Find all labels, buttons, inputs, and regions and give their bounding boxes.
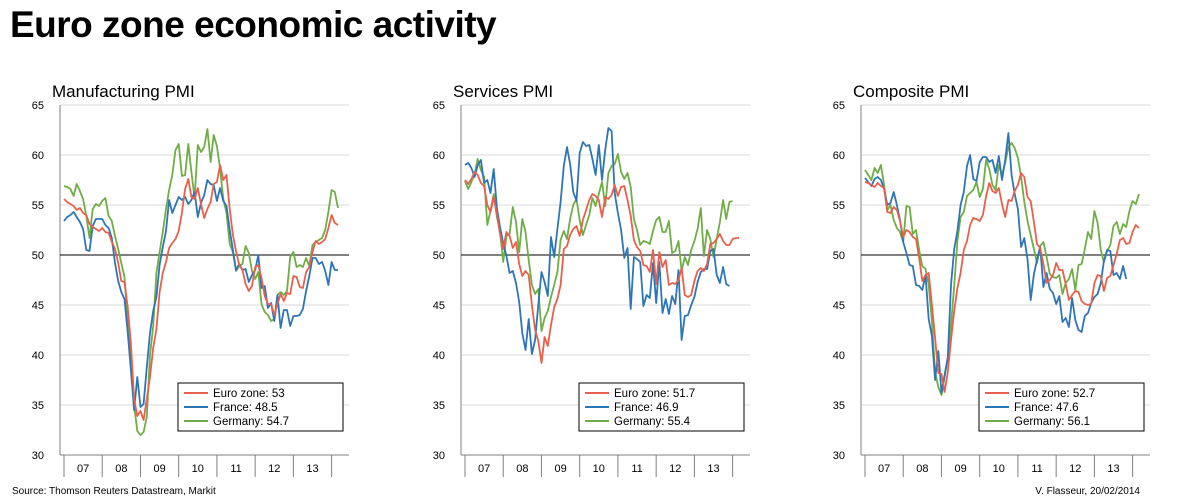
y-tick-label: 50: [32, 250, 44, 262]
page-title: Euro zone economic activity: [10, 4, 497, 45]
series-line-germany: [464, 153, 733, 332]
series-line-euro-zone: [464, 171, 739, 364]
x-tick-label: 13: [707, 463, 719, 475]
y-tick-label: 65: [833, 100, 845, 112]
y-tick-label: 65: [32, 100, 44, 112]
chart-panel-1: Manufacturing PMI 30 35 40 45 50 55 60 65 07 08 09 1…: [32, 82, 349, 477]
y-tick-label: 35: [433, 400, 445, 412]
source-note: Source: Thomson Reuters Datastream, Mark…: [12, 486, 216, 497]
x-tick-label: 10: [593, 463, 605, 475]
x-tick-label: 13: [306, 463, 318, 475]
series-line-euro-zone: [864, 172, 1140, 393]
y-tick-label: 55: [433, 200, 445, 212]
series-line-euro-zone: [63, 164, 339, 421]
y-tick-label: 40: [833, 350, 845, 362]
legend-label: Euro zone: 52.7: [1014, 388, 1095, 400]
x-tick-label: 09: [954, 463, 966, 475]
y-tick-label: 30: [433, 450, 445, 462]
chart-title: Services PMI: [453, 82, 553, 101]
x-tick-label: 07: [878, 463, 890, 475]
y-tick-label: 50: [833, 250, 845, 262]
y-tick-label: 50: [433, 250, 445, 262]
x-tick-label: 07: [478, 463, 490, 475]
series-line-france: [63, 179, 338, 411]
chart-title: Manufacturing PMI: [52, 82, 195, 101]
x-tick-label: 11: [230, 463, 241, 475]
y-tick-label: 60: [833, 150, 845, 162]
y-tick-label: 45: [433, 300, 445, 312]
y-tick-label: 55: [32, 200, 44, 212]
x-tick-label: 10: [192, 463, 204, 475]
legend-label: Germany: 55.4: [614, 416, 691, 428]
y-tick-label: 40: [32, 350, 44, 362]
chart-title: Composite PMI: [853, 82, 969, 101]
legend-label: Germany: 56.1: [1014, 416, 1090, 428]
x-tick-label: 11: [631, 463, 642, 475]
y-tick-label: 55: [833, 200, 845, 212]
x-tick-label: 12: [268, 463, 280, 475]
y-tick-label: 45: [833, 300, 845, 312]
y-tick-label: 45: [32, 300, 44, 312]
x-tick-label: 12: [669, 463, 681, 475]
legend-label: Germany: 54.7: [213, 416, 289, 428]
series-line-germany: [63, 128, 339, 436]
y-tick-label: 60: [433, 150, 445, 162]
series-line-france: [464, 127, 730, 355]
x-tick-label: 07: [77, 463, 89, 475]
legend-label: Euro zone: 51.7: [614, 388, 695, 400]
x-tick-label: 08: [516, 463, 528, 475]
series-line-france: [864, 132, 1128, 394]
x-tick-label: 10: [993, 463, 1005, 475]
y-tick-label: 65: [433, 100, 445, 112]
y-tick-label: 40: [433, 350, 445, 362]
chart-panel-3: Composite PMI 30 35 40 45 50 55 60 65 07 08 09 10 11 1…: [833, 82, 1150, 477]
legend-label: France: 46.9: [614, 402, 679, 414]
y-tick-label: 30: [833, 450, 845, 462]
author-note: V. Flasseur, 20/02/2014: [1035, 486, 1140, 497]
chart-panel-2: Services PMI 30 35 40 45 50 55 60 65 07 08 09 10 11 12…: [433, 82, 750, 477]
y-tick-label: 30: [32, 450, 44, 462]
x-tick-label: 11: [1031, 463, 1042, 475]
x-tick-label: 12: [1069, 463, 1081, 475]
x-tick-label: 09: [554, 463, 566, 475]
y-tick-label: 60: [32, 150, 44, 162]
x-tick-label: 09: [153, 463, 165, 475]
y-tick-label: 35: [32, 400, 44, 412]
x-tick-label: 08: [115, 463, 127, 475]
legend-label: France: 47.6: [1014, 402, 1079, 414]
x-tick-label: 08: [916, 463, 928, 475]
x-tick-label: 13: [1107, 463, 1119, 475]
legend-label: Euro zone: 53: [213, 388, 285, 400]
legend-label: France: 48.5: [213, 402, 278, 414]
y-tick-label: 35: [833, 400, 845, 412]
